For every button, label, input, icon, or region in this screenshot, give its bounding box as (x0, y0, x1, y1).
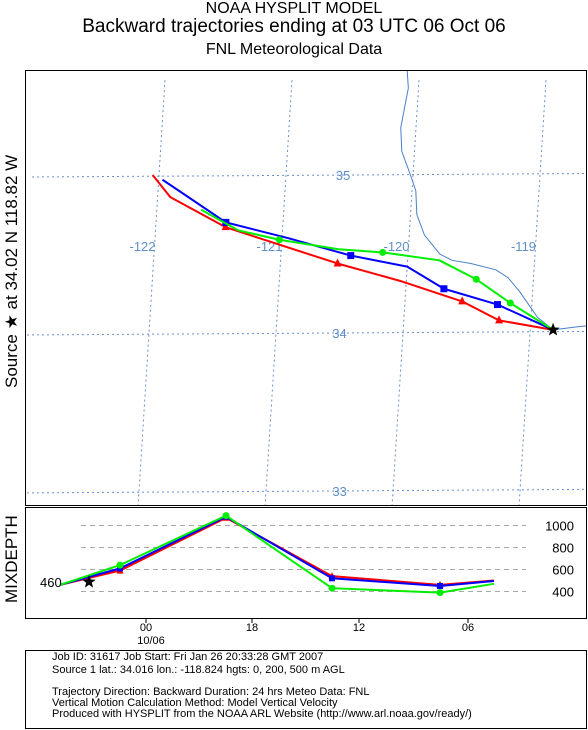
mixdepth-y-tick-label: 1000 (545, 519, 574, 534)
time-axis-tick-label: 06 (462, 622, 474, 634)
source-location-label: Source ★ at 34.02 N 118.82 W (2, 154, 21, 388)
time-axis: 00 18 12 06 10/06 (137, 619, 474, 647)
latitude-label: 34 (332, 326, 346, 341)
time-axis-tick-label: 18 (246, 622, 258, 634)
blue-trajectory-marker (347, 252, 355, 260)
blue-mixdepth-marker (437, 583, 443, 589)
red-trajectory-marker (458, 296, 467, 305)
longitude-label: -122 (129, 239, 155, 254)
longitude-gridline (134, 80, 166, 555)
longitude-gridline (515, 80, 547, 555)
run-info-panel: Job ID: 31617 Job Start: Fri Jan 26 20:3… (25, 650, 587, 729)
red-trajectory-marker (333, 258, 342, 267)
trajectory-map: -122 -121 -120 -119 35 34 33 (11, 16, 588, 555)
header-meteo-label: FNL Meteorological Data (205, 41, 383, 58)
header-subtitle: Backward trajectories ending at 03 UTC 0… (82, 16, 506, 37)
mixdepth-y-tick-label: 400 (552, 585, 574, 600)
coastline (384, 16, 588, 331)
green-trajectory-marker (379, 248, 387, 256)
longitude-gridline (388, 80, 420, 555)
produced-by-line: Produced with HYSPLIT from the NOAA ARL … (52, 708, 472, 720)
blue-mixdepth-marker (329, 575, 335, 582)
blue-trajectory-marker (494, 301, 502, 309)
green-trajectory-line (200, 208, 554, 331)
mixdepth-source-value: 460 (40, 575, 62, 590)
red-trajectory-marker (495, 315, 504, 324)
longitude-label: -120 (383, 239, 409, 254)
latitude-gridline (21, 330, 588, 336)
longitude-gridline (261, 80, 293, 555)
green-trajectory-marker (472, 275, 480, 283)
job-info-line: Job ID: 31617 Job Start: Fri Jan 26 20:3… (52, 651, 324, 663)
green-mixdepth-marker (328, 584, 336, 592)
mixdepth-y-tick-label: 800 (552, 541, 574, 556)
mixdepth-axis-label: MIXDEPTH (2, 515, 21, 603)
mixdepth-panel: 400 600 800 1000 460 (25, 507, 587, 619)
mixdepth-chart-svg: 400 600 800 1000 460 (40, 512, 574, 600)
direction-info-line: Trajectory Direction: Backward Duration:… (52, 686, 370, 698)
green-mixdepth-marker (116, 561, 124, 569)
blue-mixdepth-line (59, 515, 495, 588)
time-axis-date-label: 10/06 (137, 635, 165, 647)
blue-trajectory-marker (440, 285, 448, 293)
mixdepth-source-star-icon (82, 574, 96, 588)
time-axis-tick-label: 12 (353, 622, 365, 634)
time-axis-tick-label: 00 (140, 622, 152, 634)
latitude-label: 35 (336, 168, 350, 183)
green-mixdepth-line (59, 514, 495, 594)
green-trajectory-marker (506, 299, 514, 307)
source-star-icon (546, 322, 560, 336)
longitude-label: -119 (511, 239, 536, 254)
latitude-gridline (11, 488, 588, 494)
green-mixdepth-marker (222, 512, 230, 520)
vertical-motion-line: Vertical Motion Calculation Method: Mode… (52, 697, 338, 709)
green-mixdepth-marker (436, 589, 444, 597)
mixdepth-y-tick-label: 600 (552, 563, 574, 578)
green-trajectory-marker (275, 236, 283, 244)
red-trajectory-marker (221, 222, 230, 231)
header-title: NOAA HYSPLIT MODEL (205, 0, 383, 17)
source-info-line: Source 1 lat.: 34.016 lon.: -118.824 hgt… (52, 664, 345, 676)
latitude-gridline (31, 172, 588, 178)
latitude-label: 33 (332, 484, 346, 499)
